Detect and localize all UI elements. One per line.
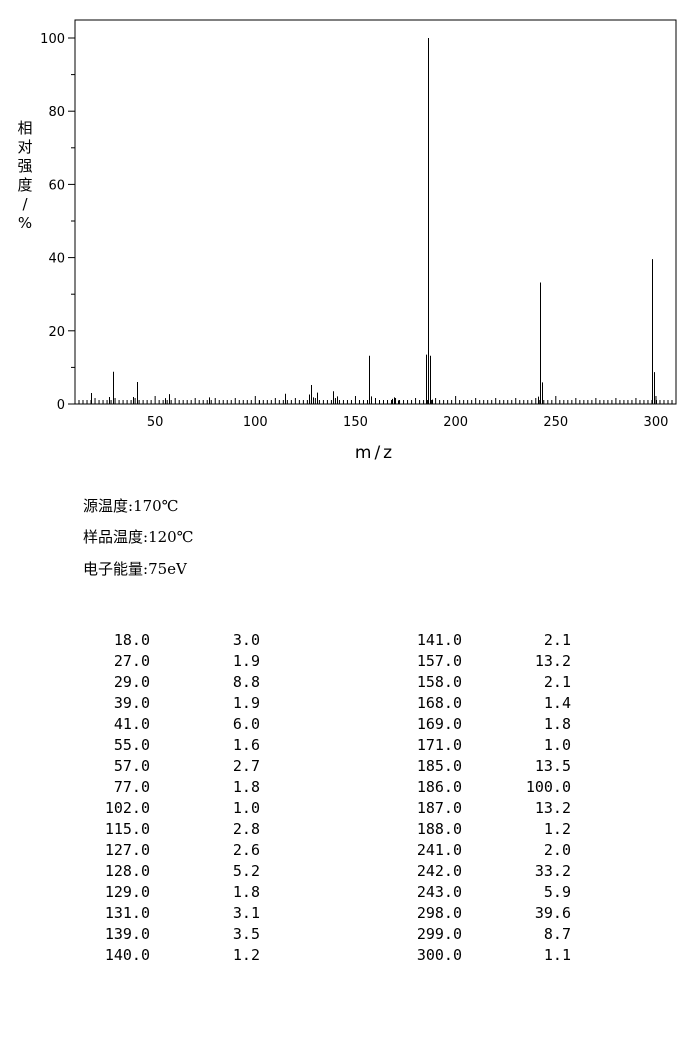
y-tick-label: 60 [48, 178, 65, 193]
peak-mz-cell: 241.0 [416, 841, 462, 859]
peak-mz-cell: 186.0 [416, 778, 462, 796]
y-axis-label-char: % [18, 214, 32, 232]
x-tick-label: 150 [343, 415, 368, 430]
peak-mz-cell: 41.0 [113, 715, 150, 733]
y-axis-label-char: 度 [17, 176, 32, 194]
peak-intensity-cell: 1.0 [543, 736, 571, 754]
peak-intensity-cell: 2.0 [543, 841, 571, 859]
axis-tick-labels: 50 100 150 200 250 300 0 20 40 60 80 100 [40, 32, 668, 430]
electron-energy: 电子能量:75eV [83, 560, 187, 578]
peak-mz-cell: 169.0 [416, 715, 462, 733]
source-temperature: 源温度:170℃ [83, 497, 179, 515]
y-axis-label: 相对强度/% [17, 119, 32, 232]
peak-intensity-cell: 2.8 [232, 820, 260, 838]
peak-mz-cell: 299.0 [416, 925, 462, 943]
axis-ticks [68, 37, 677, 405]
peak-mz-cell: 18.0 [113, 631, 150, 649]
peak-intensity-cell: 1.8 [232, 883, 260, 901]
peak-intensity-cell: 5.2 [232, 862, 260, 880]
peak-mz-cell: 127.0 [104, 841, 150, 859]
peak-intensity-cell: 1.0 [232, 799, 260, 817]
y-tick-label: 20 [48, 325, 65, 340]
sample-temperature: 样品温度:120℃ [83, 528, 194, 546]
peak-mz-cell: 158.0 [416, 673, 462, 691]
peak-intensity-cell: 2.1 [543, 631, 571, 649]
peak-mz-cell: 188.0 [416, 820, 462, 838]
peak-intensity-cell: 2.1 [543, 673, 571, 691]
peak-mz-cell: 129.0 [104, 883, 150, 901]
peak-intensity-cell: 3.1 [232, 904, 260, 922]
peak-intensity-cell: 6.0 [232, 715, 260, 733]
y-tick-label: 40 [48, 252, 65, 267]
peak-mz-cell: 39.0 [113, 694, 150, 712]
peak-intensity-cell: 33.2 [534, 862, 571, 880]
x-tick-label: 50 [147, 415, 164, 430]
peak-intensity-cell: 1.9 [232, 652, 260, 670]
peak-intensity-cell: 8.8 [232, 673, 260, 691]
peak-mz-cell: 242.0 [416, 862, 462, 880]
peak-mz-cell: 171.0 [416, 736, 462, 754]
peak-mz-cell: 128.0 [104, 862, 150, 880]
peak-intensity-cell: 3.0 [232, 631, 260, 649]
peak-mz-cell: 29.0 [113, 673, 150, 691]
peak-intensity-cell: 5.9 [543, 883, 571, 901]
peak-mz-cell: 139.0 [104, 925, 150, 943]
x-tick-label: 300 [644, 415, 669, 430]
peak-mz-cell: 27.0 [113, 652, 150, 670]
peak-mz-cell: 131.0 [104, 904, 150, 922]
peak-mz-cell: 243.0 [416, 883, 462, 901]
x-tick-label: 200 [443, 415, 468, 430]
mass-spectrum-chart: 50 100 150 200 250 300 0 20 40 60 80 100 m/z 相对强度/% [17, 19, 677, 463]
peak-mz-cell: 140.0 [104, 946, 150, 964]
peak-intensity-cell: 1.1 [543, 946, 571, 964]
peak-mz-cell: 57.0 [113, 757, 150, 775]
y-tick-label: 100 [40, 32, 65, 47]
peak-intensity-cell: 1.2 [232, 946, 260, 964]
x-tick-label: 100 [243, 415, 268, 430]
peak-intensity-cell: 1.6 [232, 736, 260, 754]
peak-mz-cell: 168.0 [416, 694, 462, 712]
peak-mz-cell: 185.0 [416, 757, 462, 775]
peak-intensity-cell: 13.2 [534, 652, 571, 670]
peak-mz-cell: 157.0 [416, 652, 462, 670]
peak-intensity-cell: 2.7 [232, 757, 260, 775]
peak-intensity-cell: 1.8 [232, 778, 260, 796]
peak-mz-cell: 55.0 [113, 736, 150, 754]
peak-intensity-cell: 1.8 [543, 715, 571, 733]
y-tick-label: 80 [48, 105, 65, 120]
x-tick-label: 250 [543, 415, 568, 430]
x-axis-label: m/z [355, 443, 395, 463]
peak-intensity-cell: 1.2 [543, 820, 571, 838]
y-tick-label: 0 [57, 398, 65, 413]
peak-mz-cell: 102.0 [104, 799, 150, 817]
y-axis-label-char: / [22, 195, 28, 213]
peak-intensity-cell: 13.5 [534, 757, 571, 775]
y-axis-label-char: 强 [17, 157, 32, 175]
peak-mz-cell: 115.0 [104, 820, 150, 838]
peak-mz-cell: 298.0 [416, 904, 462, 922]
peak-intensity-cell: 39.6 [534, 904, 571, 922]
peak-mz-cell: 141.0 [416, 631, 462, 649]
peak-intensity-cell: 1.9 [232, 694, 260, 712]
peak-mz-cell: 300.0 [416, 946, 462, 964]
peak-intensity-cell: 1.4 [543, 694, 571, 712]
peak-mz-cell: 77.0 [113, 778, 150, 796]
y-axis-label-char: 对 [17, 138, 32, 156]
peak-intensity-cell: 2.6 [232, 841, 260, 859]
peak-intensity-cell: 13.2 [534, 799, 571, 817]
peak-intensity-cell: 100.0 [525, 778, 571, 796]
peak-intensity-cell: 8.7 [543, 925, 571, 943]
peak-mz-cell: 187.0 [416, 799, 462, 817]
plot-frame [74, 19, 677, 405]
peak-intensity-cell: 3.5 [232, 925, 260, 943]
y-axis-label-char: 相 [17, 119, 32, 137]
peak-bars [91, 38, 657, 404]
